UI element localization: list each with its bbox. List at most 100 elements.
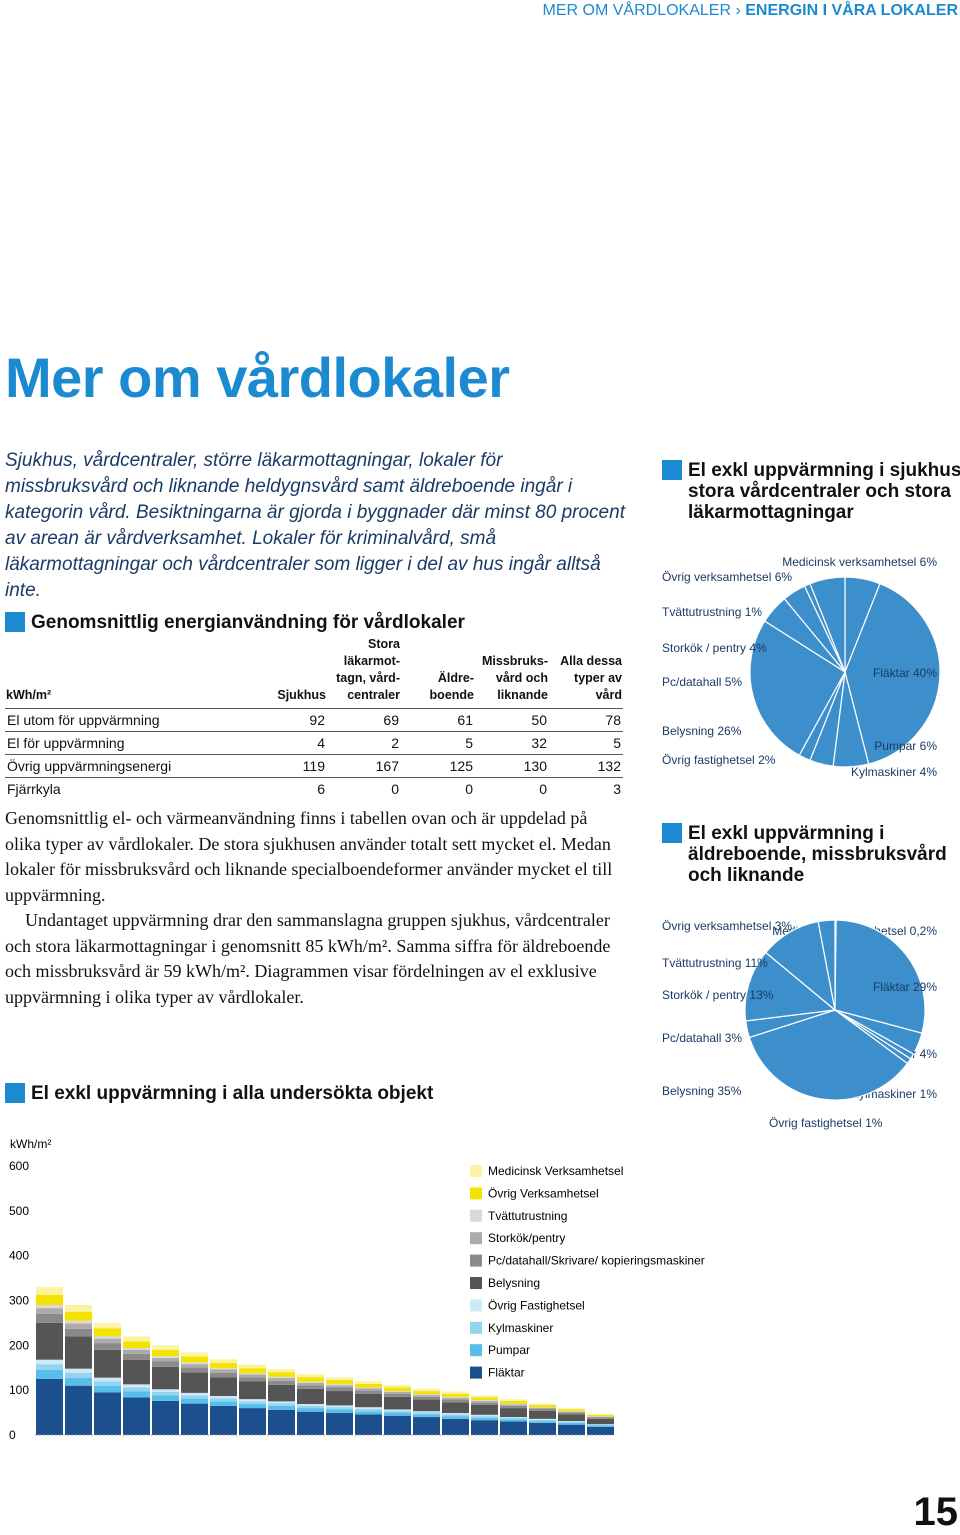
slice-value-label: 6%: [775, 570, 793, 584]
bar-segment: [65, 1378, 92, 1386]
bar-segment: [471, 1404, 498, 1415]
bar-segment: [471, 1395, 498, 1398]
legend-label: Fläktar: [488, 1366, 525, 1380]
breadcrumb-section: MER OM VÅRDLOKALER: [542, 2, 732, 19]
slice-label: Pc/datahall 5%: [662, 675, 742, 689]
table-cell: 92: [253, 708, 327, 732]
bar-segment: [413, 1388, 440, 1392]
bar-segment: [587, 1414, 614, 1417]
bar-segment: [210, 1368, 237, 1370]
bar-segment: [355, 1414, 382, 1435]
table-cell: 119: [253, 754, 327, 778]
slice-label: Storkök / pentry 13%: [662, 988, 774, 1002]
slice-value-label: 29%: [913, 980, 937, 994]
slice-label: Medicinsk verksamhetsel 6%: [782, 555, 937, 569]
bar-segment: [152, 1356, 179, 1358]
bar-segment: [529, 1408, 556, 1411]
slice-value-label: 1%: [745, 605, 763, 619]
bar-segment: [471, 1420, 498, 1435]
paragraph: Undantaget uppvärmning drar den sammansl…: [5, 910, 611, 1007]
slice-name: Pc/datahall: [662, 1031, 721, 1045]
slice-label: Storkök / pentry 4%: [662, 641, 767, 655]
slice-name: Övrig fastighetsel: [769, 1116, 862, 1130]
bar-segment: [94, 1338, 121, 1344]
bar-segment: [471, 1416, 498, 1418]
bar-segment: [587, 1426, 614, 1435]
bar-segment: [500, 1417, 527, 1420]
column-header: Alla dessa typer av vård: [549, 636, 623, 709]
bar-segment: [210, 1401, 237, 1406]
slice-value-label: 1%: [865, 1116, 883, 1130]
bar-segment: [326, 1405, 353, 1408]
bar-segment: [355, 1407, 382, 1409]
table-cell: Övrig uppvärmningsenergi: [5, 754, 253, 778]
slice-name: Pc/datahall: [662, 675, 721, 689]
bar-segment: [268, 1372, 295, 1377]
bar-segment: [326, 1407, 353, 1410]
bar-segment: [181, 1392, 208, 1396]
slice-name: Fläktar: [873, 980, 910, 994]
legend-swatch: [470, 1232, 482, 1245]
bar-segment: [355, 1408, 382, 1412]
bar-segment: [326, 1385, 353, 1388]
bar-segment: [442, 1418, 469, 1435]
legend-swatch: [470, 1254, 482, 1267]
bar-segment: [94, 1385, 121, 1393]
legend-label: Tvättutrustning: [488, 1209, 567, 1223]
slice-name: Belysning: [662, 1084, 714, 1098]
slice-label: Pumpar 6%: [874, 739, 937, 753]
legend-label: Pc/datahall/Skrivare/ kopieringsmaskiner: [488, 1254, 705, 1268]
slice-value-label: 3%: [725, 1031, 743, 1045]
slice-value-label: 5%: [725, 675, 743, 689]
bar-segment: [36, 1304, 63, 1309]
bar-segment: [529, 1421, 556, 1423]
slice-name: Fläktar: [873, 666, 910, 680]
bar-segment: [181, 1364, 208, 1368]
bar-segment: [297, 1408, 324, 1412]
bar-segment: [152, 1345, 179, 1350]
column-header: Sjukhus: [253, 636, 327, 709]
bar-segment: [36, 1308, 63, 1314]
slice-label: Belysning 26%: [662, 724, 742, 738]
slice-value-label: 35%: [717, 1084, 741, 1098]
bar-segment: [94, 1349, 121, 1378]
bar-segment: [413, 1394, 440, 1396]
table-cell: 5: [401, 731, 475, 755]
bar-segment: [123, 1341, 150, 1349]
bar-segment: [384, 1384, 411, 1388]
chart-title: El exkl uppvärmning i alla undersökta ob…: [5, 1083, 433, 1104]
bar-segment: [587, 1417, 614, 1419]
bar-segment: [181, 1395, 208, 1399]
bar-segment: [558, 1424, 585, 1435]
bar-segment: [558, 1414, 585, 1422]
bar-segment: [123, 1391, 150, 1398]
bar-segment: [239, 1373, 266, 1375]
bar-segment: [94, 1328, 121, 1337]
pie-slice: [749, 620, 846, 757]
bar-segment: [326, 1413, 353, 1435]
pie-slice: [844, 582, 941, 765]
bar-segment: [239, 1368, 266, 1374]
bar-segment: [36, 1364, 63, 1370]
bar-segment: [326, 1391, 353, 1406]
bar-segment: [297, 1411, 324, 1435]
bar-segment: [36, 1294, 63, 1305]
breadcrumb-current: ENERGIN I VÅRA LOKALER: [745, 2, 958, 19]
legend-swatch: [470, 1277, 482, 1289]
table-cell: 6: [253, 777, 327, 800]
bar-segment: [413, 1395, 440, 1397]
slice-label: Övrig fastighetsel 2%: [662, 753, 776, 767]
bar-segment: [239, 1404, 266, 1409]
slice-label: Övrig fastighetsel 1%: [769, 1116, 883, 1130]
bar-segment: [123, 1384, 150, 1388]
slice-name: Storkök / pentry: [662, 641, 746, 655]
y-tick-label: 0: [9, 1428, 16, 1442]
bar-segment: [442, 1399, 469, 1403]
y-tick-label: 400: [9, 1249, 29, 1263]
bar-segment: [355, 1411, 382, 1415]
bar-segment: [384, 1391, 411, 1394]
bar-segment: [210, 1395, 237, 1399]
bar-segment: [326, 1379, 353, 1384]
page-number: 15: [913, 1490, 959, 1534]
bar-segment: [94, 1392, 121, 1435]
